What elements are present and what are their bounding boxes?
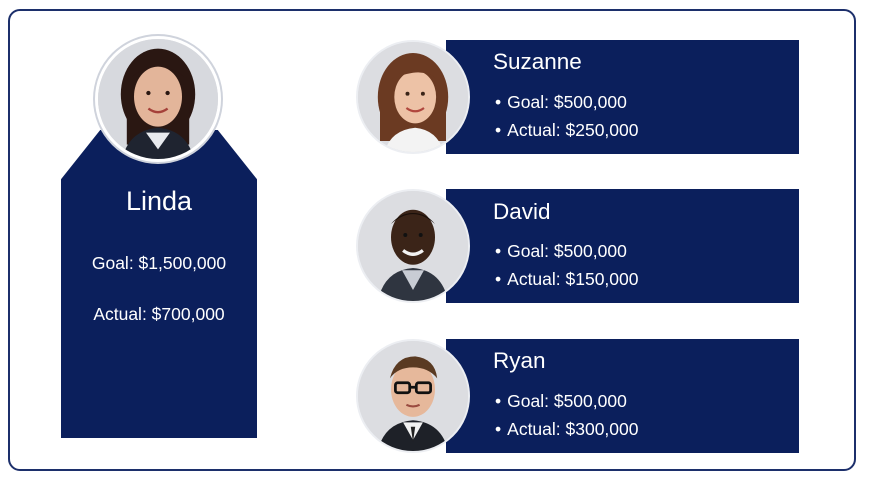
member-actual-suzanne: • Actual: $250,000 — [495, 120, 639, 141]
member-banner-ryan — [446, 339, 799, 453]
member-goal-ryan: • Goal: $500,000 — [495, 391, 627, 412]
actual-text: Actual: $150,000 — [507, 269, 639, 289]
leader-name: Linda — [125, 186, 193, 216]
member-name-david: David — [493, 199, 551, 224]
bullet: • — [495, 419, 502, 439]
member-name-suzanne: Suzanne — [493, 49, 582, 74]
bullet: • — [495, 269, 502, 289]
member-actual-david: • Actual: $150,000 — [495, 269, 639, 290]
member-avatar-david — [356, 189, 470, 303]
member-actual-ryan: • Actual: $300,000 — [495, 419, 639, 440]
leader-card — [61, 130, 257, 438]
bullet: • — [495, 120, 502, 140]
leader-avatar — [95, 36, 221, 162]
member-goal-david: • Goal: $500,000 — [495, 241, 627, 262]
goal-text: Goal: $500,000 — [507, 241, 627, 261]
bullet: • — [495, 391, 502, 411]
member-avatar-ryan — [356, 339, 470, 453]
bullet: • — [495, 241, 502, 261]
goal-text: Goal: $500,000 — [507, 391, 627, 411]
goal-text: Goal: $500,000 — [507, 92, 627, 112]
member-avatar-suzanne — [356, 40, 470, 154]
leader-goal: Goal: $1,500,000 — [91, 253, 227, 273]
bullet: • — [495, 92, 502, 112]
member-goal-suzanne: • Goal: $500,000 — [495, 92, 627, 113]
actual-text: Actual: $300,000 — [507, 419, 639, 439]
member-name-ryan: Ryan — [493, 348, 546, 373]
member-banner-suzanne — [446, 40, 799, 154]
member-banner-david — [446, 189, 799, 303]
actual-text: Actual: $250,000 — [507, 120, 639, 140]
leader-actual: Actual: $700,000 — [93, 304, 225, 324]
